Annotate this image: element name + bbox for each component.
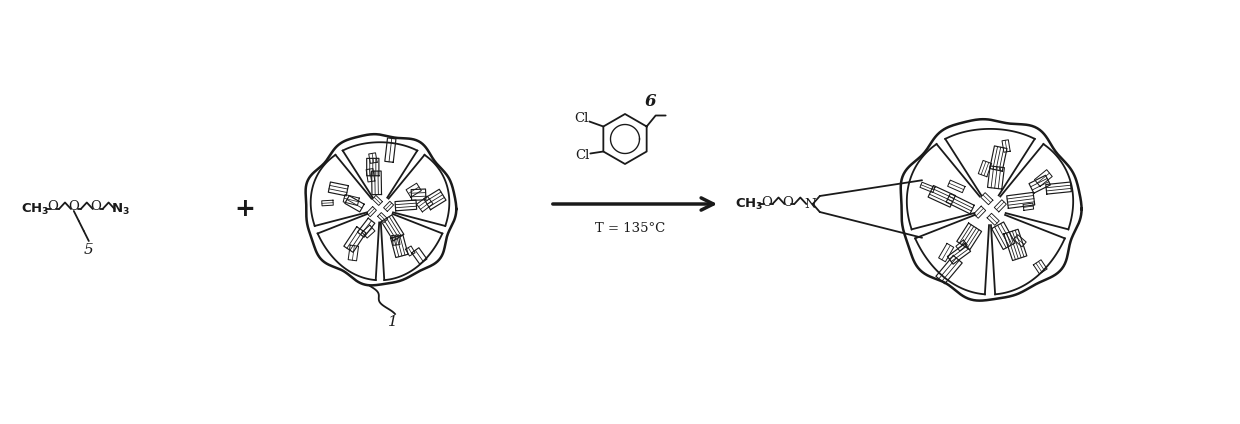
Text: O: O (782, 195, 792, 209)
Text: O: O (68, 201, 79, 214)
Text: O: O (761, 195, 771, 209)
Text: N: N (804, 198, 816, 210)
Text: $\mathbf{N_3}$: $\mathbf{N_3}$ (110, 201, 129, 217)
Text: $\mathbf{CH_3}$: $\mathbf{CH_3}$ (735, 196, 764, 212)
Text: Cl: Cl (574, 112, 589, 125)
Text: 1: 1 (388, 315, 398, 329)
Text: 6: 6 (645, 92, 656, 109)
Text: 5: 5 (84, 243, 94, 257)
Text: +: + (234, 197, 255, 221)
Text: O: O (91, 201, 100, 214)
Text: Cl: Cl (575, 149, 589, 162)
Text: T = 135°C: T = 135°C (595, 223, 665, 235)
Text: $\mathbf{CH_3}$: $\mathbf{CH_3}$ (21, 201, 50, 217)
Text: O: O (47, 201, 58, 214)
